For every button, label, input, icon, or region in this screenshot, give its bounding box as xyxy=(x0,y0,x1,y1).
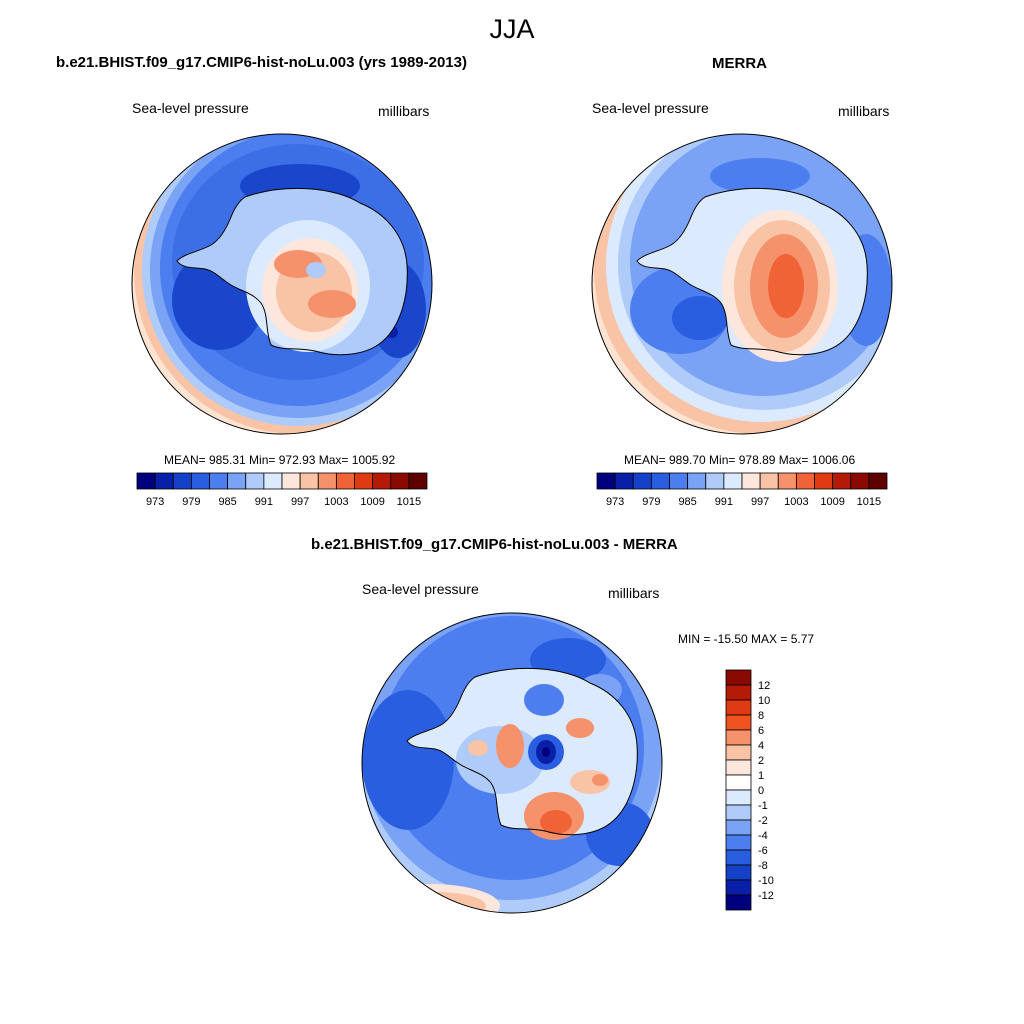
panel1-colorbar-box xyxy=(263,472,283,490)
panel2-colorbar-box xyxy=(832,472,852,490)
panel3-colorbar-tick-label: -1 xyxy=(758,800,768,812)
panel1-colorbar-tick-label: 991 xyxy=(255,496,273,508)
panel2-map xyxy=(591,133,893,435)
panel3-colorbar-tick-label: 8 xyxy=(758,710,764,722)
figure-title-season: JJA xyxy=(489,14,535,44)
panel3-colorbar-tick-label: -2 xyxy=(758,815,768,827)
panel1-colorbar-box xyxy=(154,472,174,490)
panel1-colorbar-tick-label: 985 xyxy=(218,496,236,508)
panel1-colorbar-box xyxy=(335,472,355,490)
panel3-colorbar-box xyxy=(725,759,752,776)
panel3-colorbar-tick-label: -10 xyxy=(758,875,774,887)
panel2-colorbar-box xyxy=(741,472,761,490)
panel2-colorbar-box xyxy=(669,472,689,490)
panel1-colorbar-tick-label: 1015 xyxy=(397,496,421,508)
panel2-colorbar-box xyxy=(850,472,870,490)
panel2-colorbar: 973 979 985 991 997 1003 1009 1015 xyxy=(596,472,888,508)
panel3-colorbar-tick-label: -4 xyxy=(758,830,768,842)
panel3-colorbar-box xyxy=(725,849,752,866)
panel1-colorbar-box xyxy=(245,472,265,490)
panel2-colorbar-tick-label: 991 xyxy=(715,496,733,508)
panel2-variable-label: Sea-level pressure xyxy=(592,100,709,116)
panel2-units-label: millibars xyxy=(838,103,890,119)
panel3-colorbar-box xyxy=(725,864,752,881)
panel1-title: b.e21.BHIST.f09_g17.CMIP6-hist-noLu.003 … xyxy=(56,54,467,71)
panel3-colorbar-box xyxy=(725,879,752,896)
panel1-colorbar: 973 979 985 991 997 1003 1009 1015 xyxy=(136,472,428,508)
panel3-colorbar-box xyxy=(725,834,752,851)
panel3-colorbar-box xyxy=(725,774,752,791)
panel1-colorbar-box xyxy=(227,472,247,490)
panel1-colorbar-tick-label: 1003 xyxy=(324,496,348,508)
panel3-colorbar-tick-label: 0 xyxy=(758,785,764,797)
panel3-colorbar-tick-label: 12 xyxy=(758,680,770,692)
panel1-colorbar-box xyxy=(190,472,210,490)
panel2-title: MERRA xyxy=(712,55,767,72)
panel3-colorbar-tick-label: -12 xyxy=(758,890,774,902)
panel3-title: b.e21.BHIST.f09_g17.CMIP6-hist-noLu.003 … xyxy=(311,536,678,553)
panel2-colorbar-box xyxy=(705,472,725,490)
panel3-colorbar-tick-label: 1 xyxy=(758,770,764,782)
panel3-colorbar-tick-label: 10 xyxy=(758,695,770,707)
panel3-colorbar-box xyxy=(725,729,752,746)
panel1-variable-label: Sea-level pressure xyxy=(132,100,249,116)
panel2-colorbar-box xyxy=(759,472,779,490)
panel3-colorbar-tick-label: -8 xyxy=(758,860,768,872)
panel3-units-label: millibars xyxy=(608,585,660,601)
panel2-colorbar-box xyxy=(596,472,616,490)
panel3-colorbar-box xyxy=(725,714,752,731)
panel2-colorbar-box xyxy=(723,472,743,490)
panel2-colorbar-box xyxy=(650,472,670,490)
panel1-colorbar-box xyxy=(172,472,192,490)
panel1-colorbar-box xyxy=(408,472,428,490)
panel2-colorbar-tick-label: 979 xyxy=(642,496,660,508)
panel1-colorbar-box xyxy=(317,472,337,490)
panel3-colorbar-box xyxy=(725,894,752,911)
panel3-colorbar-box xyxy=(725,789,752,806)
panel2-colorbar-box xyxy=(795,472,815,490)
panel1-colorbar-box xyxy=(299,472,319,490)
panel1-colorbar-box xyxy=(209,472,229,490)
panel3-variable-label: Sea-level pressure xyxy=(362,581,479,597)
panel2-colorbar-tick-label: 1009 xyxy=(820,496,844,508)
panel3-colorbar-tick-label: 4 xyxy=(758,740,764,752)
panel1-units-label: millibars xyxy=(378,103,430,119)
panel3-colorbar-box xyxy=(725,804,752,821)
panel1-colorbar-tick-label: 1009 xyxy=(360,496,384,508)
panel2-colorbar-tick-label: 997 xyxy=(751,496,769,508)
panel3-stats: MIN = -15.50 MAX = 5.77 xyxy=(678,632,815,646)
panel2-colorbar-box xyxy=(632,472,652,490)
panel3-colorbar-box xyxy=(725,819,752,836)
panel3-colorbar-tick-label: 2 xyxy=(758,755,764,767)
panel1-colorbar-box xyxy=(372,472,392,490)
panel1-colorbar-box xyxy=(354,472,374,490)
panel1-colorbar-tick-label: 997 xyxy=(291,496,309,508)
panel1-colorbar-box xyxy=(390,472,410,490)
panel1-colorbar-tick-label: 979 xyxy=(182,496,200,508)
panel2-colorbar-box xyxy=(814,472,834,490)
panel2-colorbar-box xyxy=(868,472,888,490)
panel3-colorbar-box xyxy=(725,744,752,761)
panel3-colorbar-box xyxy=(725,669,752,686)
panel2-stats: MEAN= 989.70 Min= 978.89 Max= 1006.06 xyxy=(624,453,856,467)
panel3-colorbar-tick-label: -6 xyxy=(758,845,768,857)
panel3-colorbar-tick-label: 6 xyxy=(758,725,764,737)
panel2-colorbar-box xyxy=(777,472,797,490)
panel2-colorbar-tick-label: 973 xyxy=(606,496,624,508)
panel2-colorbar-tick-label: 1003 xyxy=(784,496,808,508)
panel3-colorbar-box xyxy=(725,684,752,701)
panel3-colorbar-box xyxy=(725,699,752,716)
panel1-map xyxy=(131,133,433,435)
panel1-colorbar-box xyxy=(281,472,301,490)
panel2-colorbar-box xyxy=(614,472,634,490)
panel1-colorbar-box xyxy=(136,472,156,490)
panel1-colorbar-tick-label: 973 xyxy=(146,496,164,508)
panel1-stats: MEAN= 985.31 Min= 972.93 Max= 1005.92 xyxy=(164,453,396,467)
panel2-colorbar-box xyxy=(687,472,707,490)
panel2-colorbar-tick-label: 985 xyxy=(678,496,696,508)
panel3-map xyxy=(361,612,663,914)
panel2-colorbar-tick-label: 1015 xyxy=(857,496,881,508)
